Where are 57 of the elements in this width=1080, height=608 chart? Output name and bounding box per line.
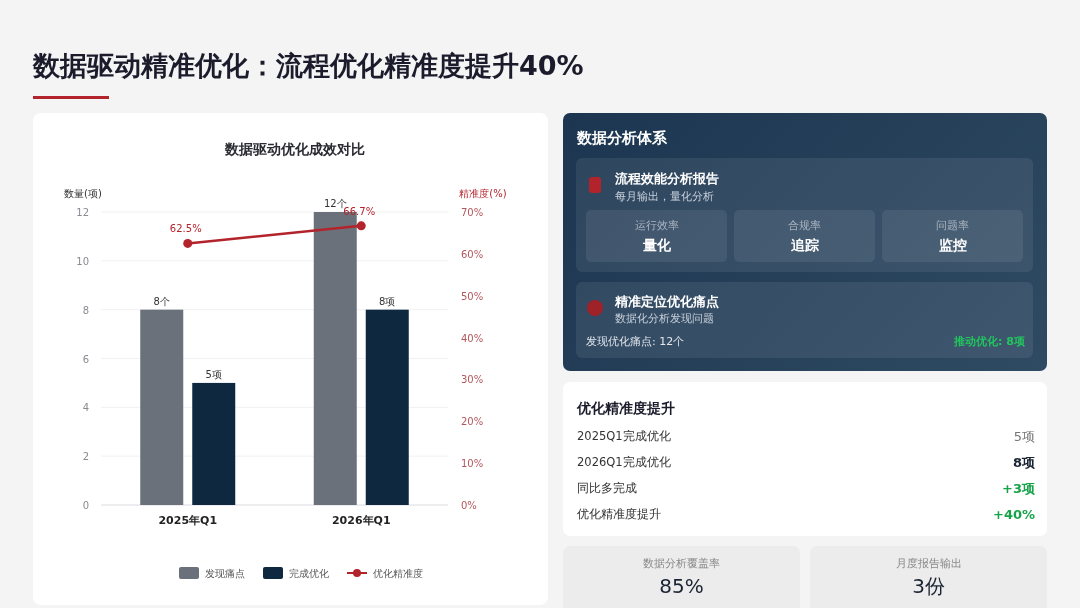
y-tick-label: 6 xyxy=(82,353,89,365)
text: 月度报告输出 xyxy=(894,557,963,569)
text: 监控 xyxy=(937,237,968,253)
text: +40% xyxy=(992,507,1035,522)
y2-tick-label: 50% xyxy=(461,290,484,302)
text: 推动优化: 8项 xyxy=(954,335,1025,348)
legend-label: 发现痛点 xyxy=(205,568,245,579)
chart-title: 数据驱动优化成效对比 xyxy=(223,141,365,157)
text: 2026Q1完成优化 xyxy=(577,455,671,469)
text: 优化精准度提升 xyxy=(577,400,675,416)
x-tick-label: 2026年Q1 xyxy=(331,514,391,527)
y-tick-label: 8 xyxy=(82,304,89,316)
y2-tick-label: 20% xyxy=(461,416,484,428)
data-label: 8项 xyxy=(379,295,396,307)
y2-tick-label: 10% xyxy=(461,458,484,470)
y-tick-label: 4 xyxy=(82,402,89,414)
text: 3份 xyxy=(911,574,946,598)
text: 同比多完成 xyxy=(577,481,637,495)
legend-label: 优化精准度 xyxy=(373,568,423,579)
legend-label: 完成优化 xyxy=(289,568,329,579)
text: 发现优化痛点: 12个 xyxy=(586,335,685,348)
text: 5项 xyxy=(1013,429,1035,444)
text: 流程效能分析报告 xyxy=(615,171,719,186)
y2-tick-label: 40% xyxy=(461,332,484,344)
text: 问题率 xyxy=(935,219,970,231)
text: 合规率 xyxy=(787,219,822,231)
text: 追踪 xyxy=(789,237,820,253)
text: 数据化分析发现问题 xyxy=(615,312,714,325)
text: 2025Q1完成优化 xyxy=(577,429,671,443)
text: 85% xyxy=(658,574,705,598)
text: 优化精准度提升 xyxy=(577,507,661,521)
y2-tick-label: 60% xyxy=(461,248,484,260)
bar xyxy=(365,309,409,505)
text: 精准定位优化痛点 xyxy=(615,294,719,309)
y2-tick-label: 70% xyxy=(461,207,484,218)
y2-tick-label: 0% xyxy=(461,500,477,511)
text: 8项 xyxy=(1012,455,1035,470)
y2-tick-label: 30% xyxy=(461,374,484,386)
y2-axis-title: 精准度(%) xyxy=(459,188,507,199)
data-label: 5项 xyxy=(205,368,222,380)
x-tick-label: 2025年Q1 xyxy=(158,514,218,527)
y-tick-label: 0 xyxy=(82,500,89,511)
data-label: 8个 xyxy=(153,295,170,307)
y-tick-label: 10 xyxy=(76,255,89,267)
text: 每月输出，量化分析 xyxy=(615,190,714,203)
text: +3项 xyxy=(1002,481,1035,496)
y-tick-label: 12 xyxy=(76,207,89,218)
y-tick-label: 2 xyxy=(82,451,89,463)
bar xyxy=(140,309,184,505)
bar xyxy=(192,382,236,505)
text: 数据驱动精准优化：流程优化精准度提升40% xyxy=(33,50,584,81)
text: 数据分析覆盖率 xyxy=(642,557,721,569)
text: 量化 xyxy=(641,237,672,253)
y-axis-title: 数量(项) xyxy=(64,188,102,199)
text: 运行效率 xyxy=(633,219,680,231)
data-label: 62.5% xyxy=(169,223,202,235)
text: 数据分析体系 xyxy=(577,129,667,147)
